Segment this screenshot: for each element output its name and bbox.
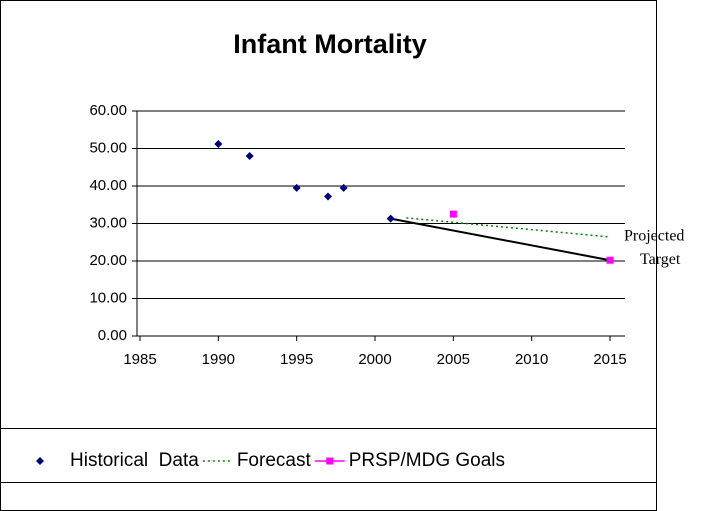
legend-label: PRSP/MDG Goals bbox=[349, 450, 505, 471]
point bbox=[324, 192, 332, 201]
y-tick-label: 10.00 bbox=[89, 289, 127, 306]
point bbox=[245, 152, 254, 160]
point bbox=[386, 214, 395, 223]
y-tick-label: 60.00 bbox=[89, 102, 127, 119]
legend-label: Forecast bbox=[237, 450, 312, 471]
point bbox=[339, 183, 348, 192]
chart-border bbox=[0, 0, 657, 511]
point bbox=[449, 210, 457, 218]
x-tick-label: 2005 bbox=[437, 351, 470, 368]
chart-title: Infant Mortality bbox=[233, 29, 427, 59]
series-line bbox=[406, 217, 611, 238]
point bbox=[214, 140, 223, 148]
y-tick-label: 0.00 bbox=[98, 327, 127, 344]
x-tick-label: 1990 bbox=[202, 351, 235, 368]
point bbox=[606, 256, 614, 264]
annotation: Target bbox=[640, 251, 681, 268]
target-line bbox=[390, 217, 611, 262]
y-tick-label: 40.00 bbox=[89, 177, 127, 194]
y-tick-label: 20.00 bbox=[89, 252, 127, 269]
point bbox=[292, 183, 301, 192]
x-tick-label: 1995 bbox=[280, 351, 313, 368]
y-tick-label: 50.00 bbox=[89, 139, 127, 156]
legend-marker bbox=[326, 457, 334, 465]
legend-label: Historical Data bbox=[70, 450, 199, 471]
x-tick-label: 2015 bbox=[593, 351, 626, 368]
annotation: Projected bbox=[624, 228, 684, 245]
x-tick-label: 1985 bbox=[123, 351, 156, 368]
legend-marker bbox=[36, 457, 44, 465]
x-tick-label: 2000 bbox=[358, 351, 391, 368]
legend-box bbox=[0, 428, 657, 483]
y-tick-label: 30.00 bbox=[89, 214, 127, 231]
x-tick-label: 2010 bbox=[515, 351, 548, 368]
